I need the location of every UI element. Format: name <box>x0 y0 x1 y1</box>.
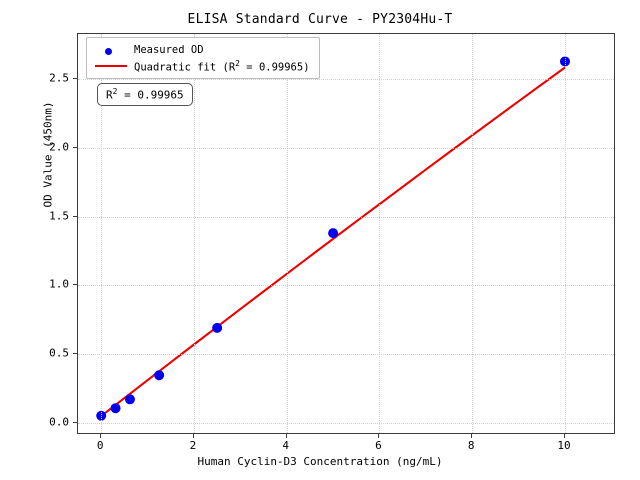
gridline-vertical <box>286 34 288 433</box>
x-axis-tick <box>100 434 102 438</box>
x-axis-label: Human Cyclin-D3 Concentration (ng/mL) <box>197 455 443 468</box>
r-squared-annotation: R2 = 0.99965 <box>97 83 193 106</box>
x-axis-tick-label: 2 <box>189 439 197 452</box>
fit-line <box>100 66 566 417</box>
y-axis-tick-label: 0.5 <box>49 346 69 360</box>
y-axis-tick <box>73 215 77 217</box>
x-axis-tick-label: 10 <box>557 439 571 452</box>
gridline-vertical <box>193 34 195 433</box>
gridline-horizontal <box>78 285 614 287</box>
chart-canvas <box>96 56 570 421</box>
gridline-horizontal <box>78 422 614 424</box>
legend-dot-icon <box>94 45 128 57</box>
x-axis-tick <box>285 434 287 438</box>
legend-line-icon <box>94 60 128 72</box>
data-point <box>124 394 135 405</box>
data-point <box>154 370 165 381</box>
gridline-horizontal <box>78 79 614 81</box>
gridline-horizontal <box>78 216 614 218</box>
legend-label-superscript: 2 <box>235 58 240 68</box>
y-axis-tick-label: 1.5 <box>49 209 69 223</box>
chart-title: ELISA Standard Curve - PY2304Hu-T <box>187 12 453 27</box>
legend-label-quadratic-fit: Quadratic fit (R2 = 0.99965) <box>134 56 310 76</box>
y-axis-tick <box>73 421 77 423</box>
x-axis-tick <box>471 434 473 438</box>
gridline-vertical <box>101 34 103 433</box>
data-point <box>110 403 121 414</box>
gridline-vertical <box>472 34 474 433</box>
x-axis-tick <box>563 434 565 438</box>
y-axis-tick-label: 1.0 <box>49 277 69 291</box>
legend-label-measured-od: Measured OD <box>134 44 204 56</box>
y-axis-tick-label: 0.0 <box>49 415 69 429</box>
gridline-horizontal <box>78 353 614 355</box>
x-axis-tick-label: 4 <box>282 439 290 452</box>
y-axis-tick <box>73 146 77 148</box>
x-axis-tick-label: 6 <box>375 439 382 452</box>
chart-legend: Measured OD Quadratic fit (R2 = 0.99965) <box>86 37 320 79</box>
legend-entry-measured-od: Measured OD <box>94 43 310 58</box>
gridline-vertical <box>564 34 566 433</box>
x-axis-tick-label: 8 <box>467 439 475 452</box>
y-axis-tick-label: 2.0 <box>49 140 69 154</box>
data-point <box>328 228 339 239</box>
x-axis-tick-label: 0 <box>96 439 104 452</box>
y-axis-tick <box>73 284 77 286</box>
x-axis-tick <box>378 434 380 438</box>
gridline-vertical <box>379 34 381 433</box>
data-point <box>212 322 223 333</box>
r2-suffix: = 0.99965 <box>117 88 184 102</box>
legend-label-suffix: = 0.99965) <box>239 61 310 74</box>
r2-prefix: R <box>106 88 113 102</box>
x-axis-tick <box>192 434 194 438</box>
legend-label-prefix: Quadratic fit (R <box>134 61 236 74</box>
gridline-horizontal <box>78 147 614 149</box>
y-axis-tick <box>73 352 77 354</box>
r2-superscript: 2 <box>112 87 118 96</box>
y-axis-tick-label: 2.5 <box>49 71 69 85</box>
legend-entry-quadratic-fit: Quadratic fit (R2 = 0.99965) <box>94 58 310 73</box>
y-axis-tick <box>73 78 77 80</box>
